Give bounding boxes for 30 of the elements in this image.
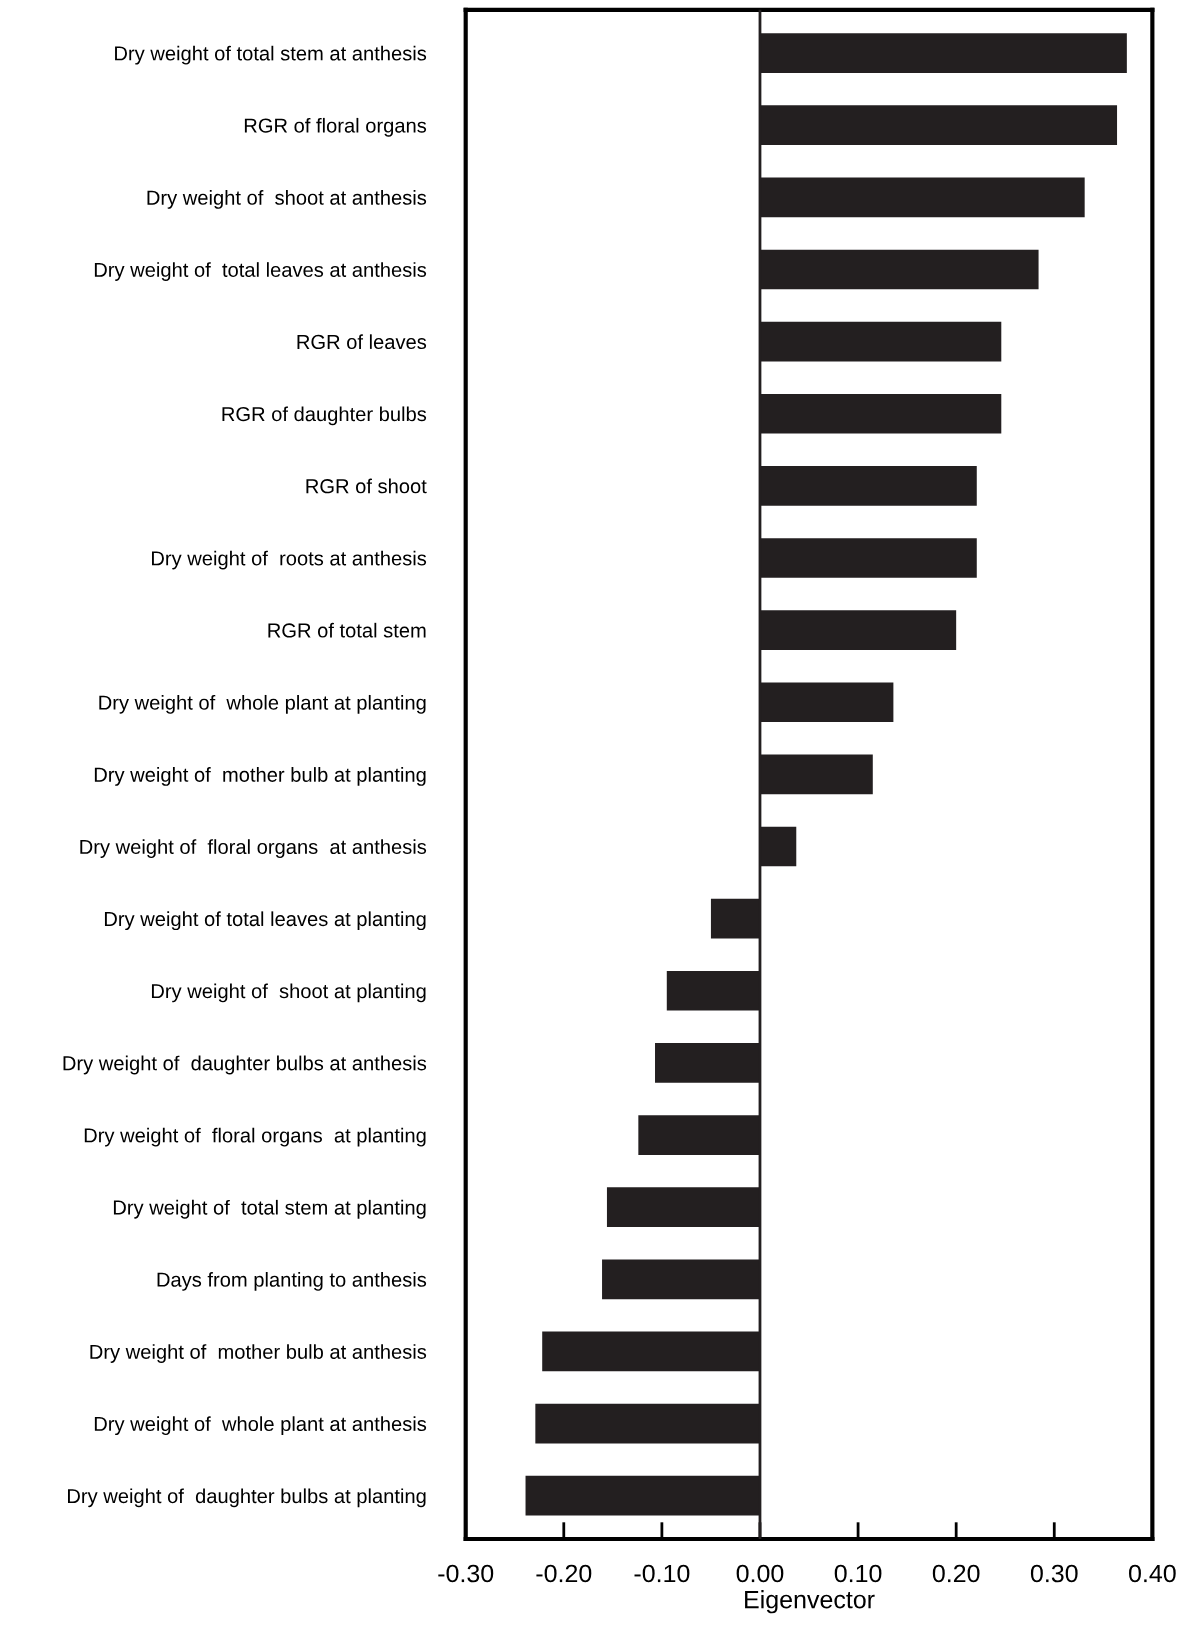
y-tick-label: Dry weight of floral organs at anthesis xyxy=(80,839,427,858)
y-tick-label: Dry weight of daughter bulbs at planting xyxy=(68,1488,426,1508)
y-tick-label: RGR of daughter bulbs xyxy=(222,406,427,426)
x-tick-label: 0.40 xyxy=(1129,1564,1176,1583)
y-tick-label: Dry weight of roots at anthesis xyxy=(152,550,427,570)
x-tick-label: -0.20 xyxy=(536,1564,592,1583)
y-tick-label: Dry weight of shoot at anthesis xyxy=(147,190,427,209)
y-tick-label: Dry weight of daughter bulbs at anthesis xyxy=(63,1055,427,1075)
y-tick-label: RGR of leaves xyxy=(297,334,427,350)
x-tick-label: 0.00 xyxy=(736,1564,784,1583)
x-tick-label: -0.30 xyxy=(438,1564,494,1583)
x-tick-label: 0.20 xyxy=(932,1564,980,1583)
y-tick-label: Dry weight of total stem at anthesis xyxy=(115,45,427,65)
y-tick-label: Dry weight of total stem at planting xyxy=(113,1199,426,1219)
y-tick-label: RGR of total stem xyxy=(268,622,426,638)
y-tick-label: Dry weight of shoot at planting xyxy=(151,983,426,1003)
y-tick-label: RGR of shoot xyxy=(306,478,427,494)
x-tick-label: 0.30 xyxy=(1030,1564,1078,1583)
x-tick-label: -0.10 xyxy=(634,1564,690,1583)
y-tick-label: Days from planting to anthesis xyxy=(157,1272,427,1291)
y-tick-label: Dry weight of total leaves at planting xyxy=(104,911,426,931)
x-tick-label: 0.10 xyxy=(834,1564,882,1583)
y-tick-label: Dry weight of whole plant at anthesis xyxy=(94,1416,427,1436)
y-tick-label: Dry weight of whole plant at planting xyxy=(99,694,426,714)
y-tick-label: Dry weight of mother bulb at planting xyxy=(94,767,426,786)
x-axis-title: Eigenvector xyxy=(745,1590,875,1614)
y-tick-label: Dry weight of floral organs at planting xyxy=(84,1127,426,1147)
y-tick-label: RGR of floral organs xyxy=(244,117,427,137)
y-tick-label: Dry weight of total leaves at anthesis xyxy=(94,262,427,281)
y-tick-label: Dry weight of mother bulb at anthesis xyxy=(90,1344,427,1363)
